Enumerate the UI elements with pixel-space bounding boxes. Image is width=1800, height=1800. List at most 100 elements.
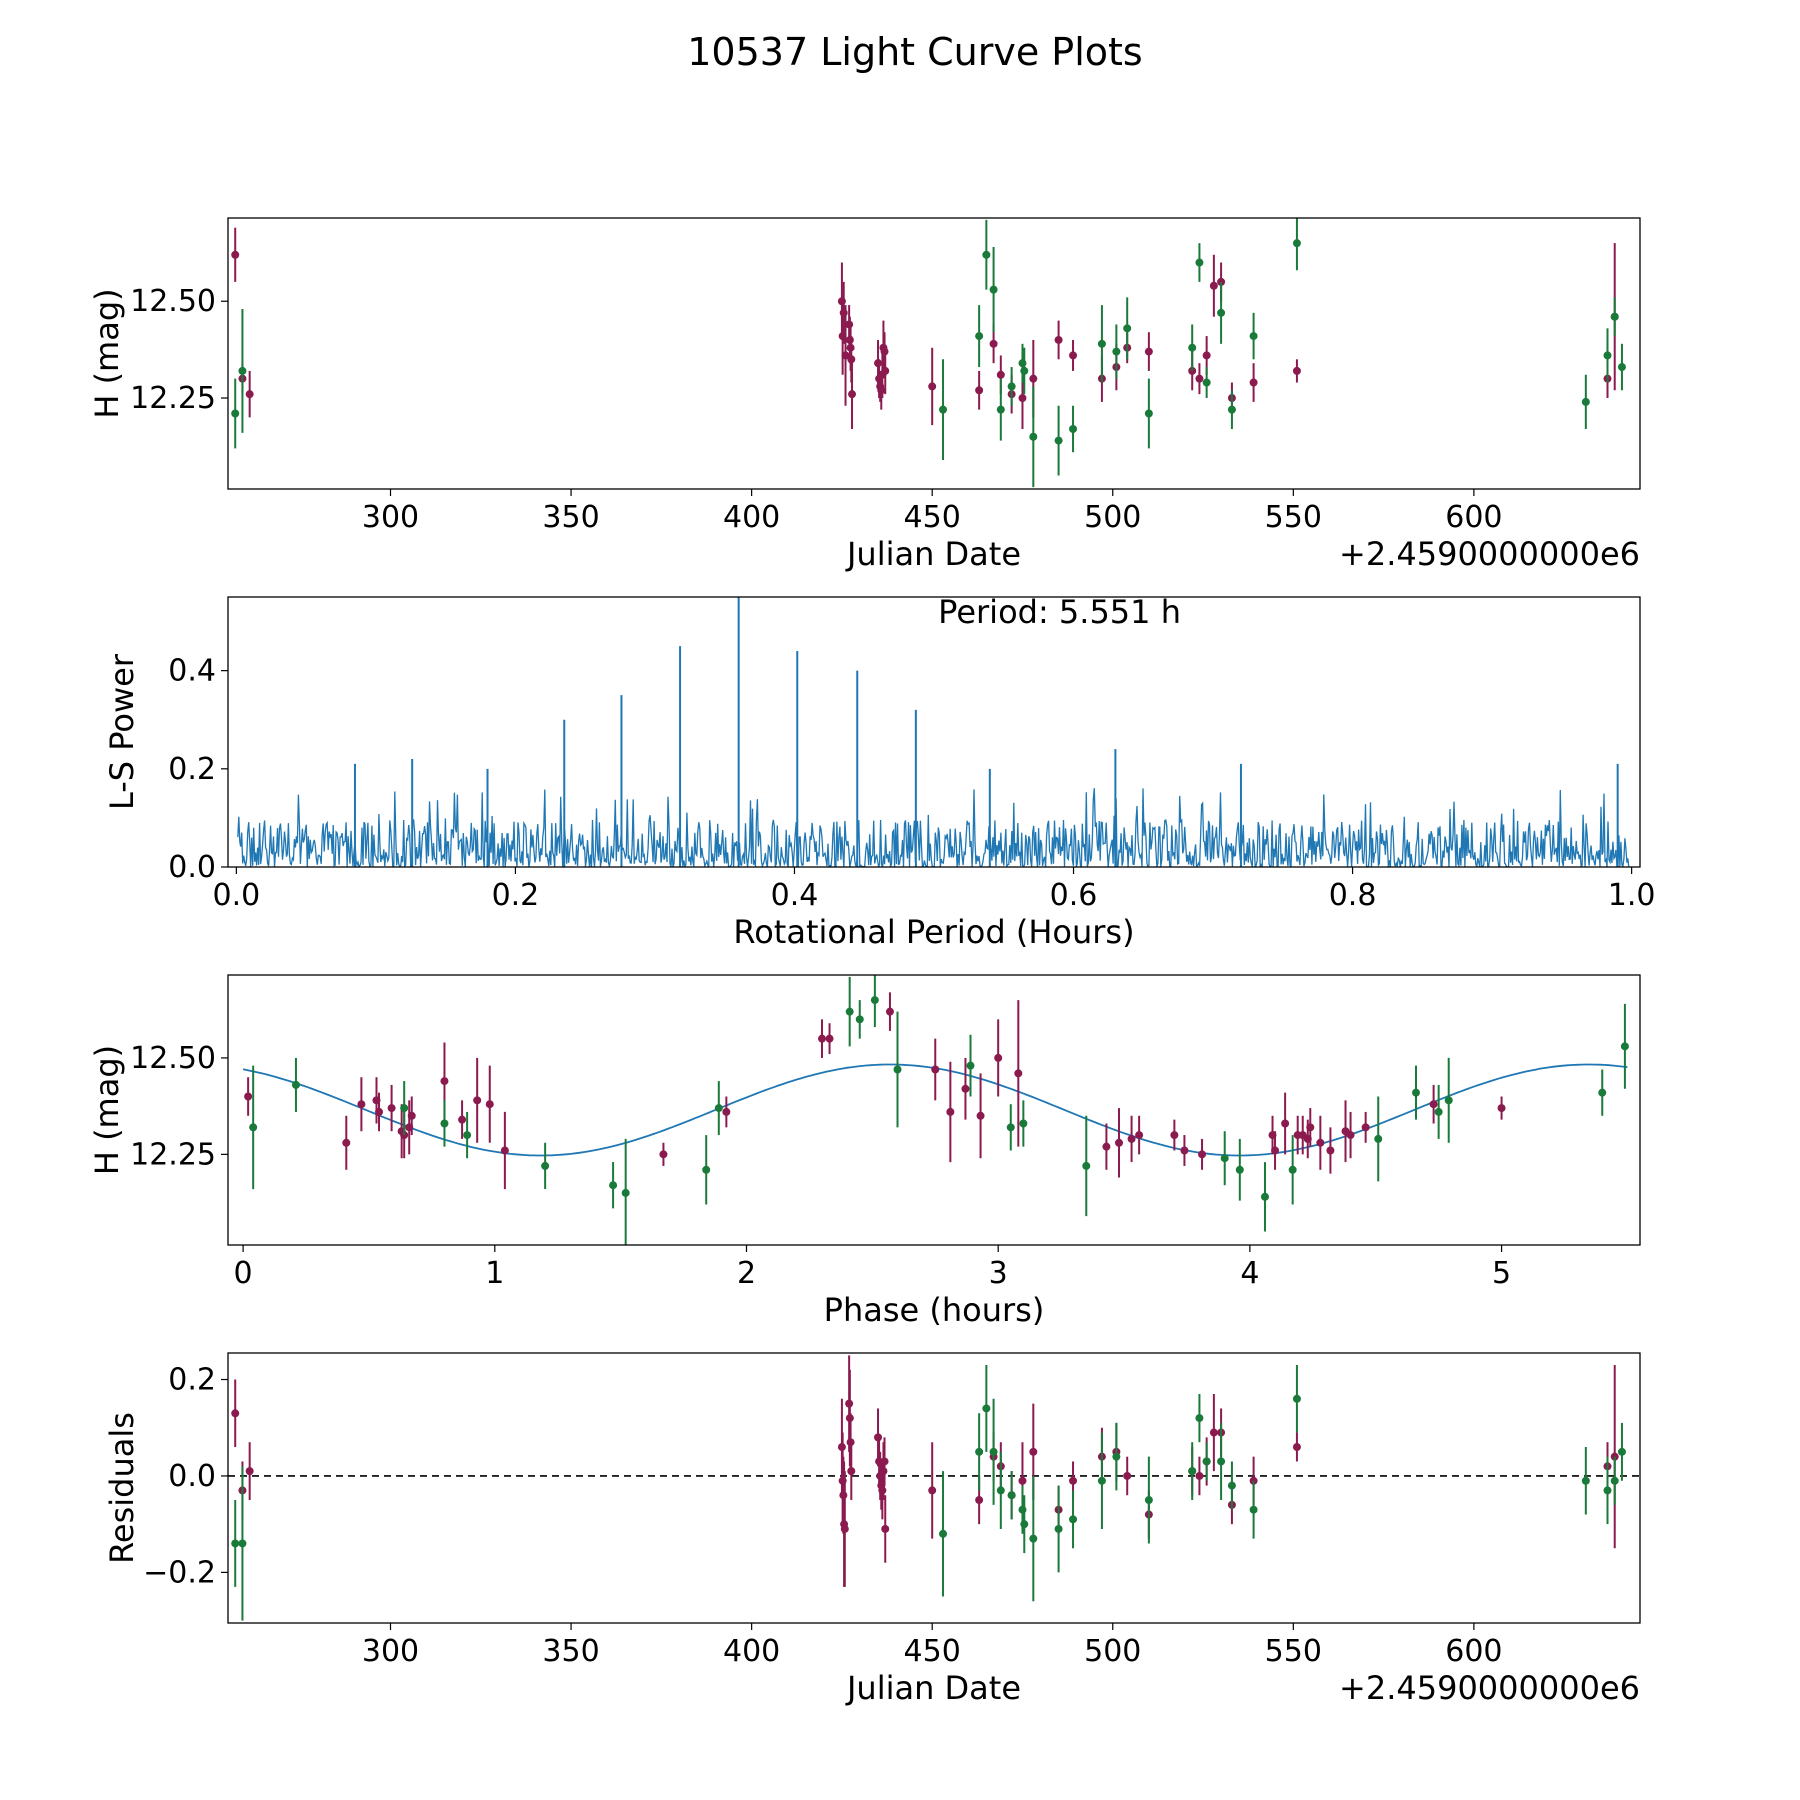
phased-data-point: [440, 1119, 449, 1128]
residuals-data-point: [840, 1524, 849, 1533]
residuals-xtick-label: 450: [904, 1634, 961, 1669]
lightcurve-data-point: [848, 390, 857, 399]
phased-data-point: [357, 1100, 366, 1109]
phased-data-point: [500, 1146, 509, 1155]
lightcurve-data-point: [1209, 281, 1218, 290]
residuals-data-point: [1195, 1471, 1204, 1480]
lightcurve-data-point: [1617, 363, 1626, 372]
lightcurve-plot-area: [231, 218, 1626, 488]
phased-data-point: [1429, 1100, 1438, 1109]
phased-data-point: [659, 1150, 668, 1159]
panel-residuals: 300 350 400 450 500 550 600 −0.2 0.0 0.2 Julian Da…: [103, 1352, 1641, 1707]
phased-data-point: [855, 1015, 864, 1024]
lightcurve-data-point: [982, 250, 991, 259]
residuals-data-point: [989, 1447, 998, 1456]
lightcurve-data-point: [1292, 366, 1301, 375]
residuals-data-point: [939, 1529, 948, 1538]
residuals-axes-frame: [227, 1352, 1641, 1624]
residuals-data-point: [1188, 1467, 1197, 1476]
phased-data-point: [1306, 1123, 1315, 1132]
phased-data-point: [291, 1080, 300, 1089]
phased-data-point: [1220, 1154, 1229, 1163]
lightcurve-data-point: [1227, 405, 1236, 414]
lightcurve-data-point: [975, 332, 984, 341]
phased-data-point: [1019, 1119, 1028, 1128]
residuals-data-point: [874, 1433, 883, 1442]
periodogram-ytick-label: 0.2: [168, 752, 216, 787]
residuals-data-point: [879, 1467, 888, 1476]
residuals-data-point: [1112, 1452, 1121, 1461]
phased-data-point: [845, 1007, 854, 1016]
residuals-data-point: [1292, 1443, 1301, 1452]
residuals-data-point: [1069, 1476, 1078, 1485]
phased-data-point: [1235, 1165, 1244, 1174]
phased-data-point: [1102, 1142, 1111, 1151]
phased-axes-frame: [227, 974, 1641, 1246]
phased-ytick-label: 12.25: [130, 1137, 216, 1172]
lightcurve-xtick-label: 500: [1084, 500, 1141, 535]
phased-data-point: [1620, 1042, 1629, 1051]
phased-ylabel: H (mag): [88, 1045, 126, 1175]
lightcurve-data-point: [1069, 424, 1078, 433]
phased-data-point: [463, 1131, 472, 1140]
period-annotation: Period: 5.551 h: [938, 593, 1181, 631]
lightcurve-data-point: [1292, 239, 1301, 248]
lightcurve-data-point: [245, 390, 254, 399]
periodogram-ytick-label: 0.4: [168, 654, 216, 689]
phased-data-point: [244, 1092, 253, 1101]
periodogram-xlabel: Rotational Period (Hours): [733, 913, 1134, 951]
phased-data-point: [1434, 1107, 1443, 1116]
lightcurve-data-point: [975, 386, 984, 395]
lightcurve-data-point: [1217, 308, 1226, 317]
phased-plot-area: [242, 975, 1629, 1245]
lightcurve-data-point: [1054, 335, 1063, 344]
lightcurve-xtick-label: 300: [362, 500, 419, 535]
residuals-data-point: [878, 1486, 887, 1495]
phased-data-point: [1444, 1096, 1453, 1105]
residuals-data-point: [996, 1486, 1005, 1495]
phased-data-point: [375, 1107, 384, 1116]
phased-data-point: [1082, 1161, 1091, 1170]
lightcurve-data-point: [1581, 397, 1590, 406]
residuals-data-point: [1249, 1505, 1258, 1514]
lightcurve-data-point: [1018, 394, 1027, 403]
lightcurve-xtick-label: 450: [904, 500, 961, 535]
phased-data-point: [473, 1096, 482, 1105]
residuals-data-point: [881, 1524, 890, 1533]
phased-series-filter_b: [249, 975, 1629, 1245]
phased-ytick-label: 12.50: [130, 1041, 216, 1076]
lightcurve-data-point: [1020, 366, 1029, 375]
lightcurve-xtick-label: 400: [723, 500, 780, 535]
phased-data-point: [946, 1107, 955, 1116]
periodogram-xtick-label: 0.0: [213, 878, 261, 913]
periodogram-ytick-label: 0.0: [168, 850, 216, 885]
phased-data-point: [249, 1123, 258, 1132]
periodogram-xtick-label: 0.6: [1050, 878, 1098, 913]
residuals-data-point: [880, 1457, 889, 1466]
lightcurve-data-point: [1249, 378, 1258, 387]
phased-data-point: [1281, 1119, 1290, 1128]
lightcurve-data-point: [989, 339, 998, 348]
phased-data-point: [722, 1107, 731, 1116]
phased-data-point: [440, 1077, 449, 1086]
phased-xtick-label: 0: [234, 1256, 253, 1291]
lightcurve-data-point: [1195, 258, 1204, 267]
phased-xtick-label: 2: [737, 1256, 756, 1291]
phased-data-point: [1346, 1131, 1355, 1140]
phased-xtick-label: 1: [485, 1256, 504, 1291]
phased-data-point: [994, 1053, 1003, 1062]
lightcurve-data-point: [1603, 351, 1612, 360]
phased-data-point: [885, 1007, 894, 1016]
residuals-data-point: [975, 1496, 984, 1505]
phased-data-point: [1316, 1138, 1325, 1147]
residuals-data-point: [1029, 1447, 1038, 1456]
phased-xtick-label: 5: [1492, 1256, 1511, 1291]
phased-xtick-label: 3: [989, 1256, 1008, 1291]
lightcurve-xlabel: Julian Date: [845, 535, 1021, 573]
lightcurve-data-point: [1202, 351, 1211, 360]
figure-title: 10537 Light Curve Plots: [687, 30, 1142, 74]
residuals-data-point: [1610, 1476, 1619, 1485]
lightcurve-data-point: [881, 366, 890, 375]
phased-data-point: [870, 996, 879, 1005]
lightcurve-axes-frame: [227, 217, 1641, 490]
